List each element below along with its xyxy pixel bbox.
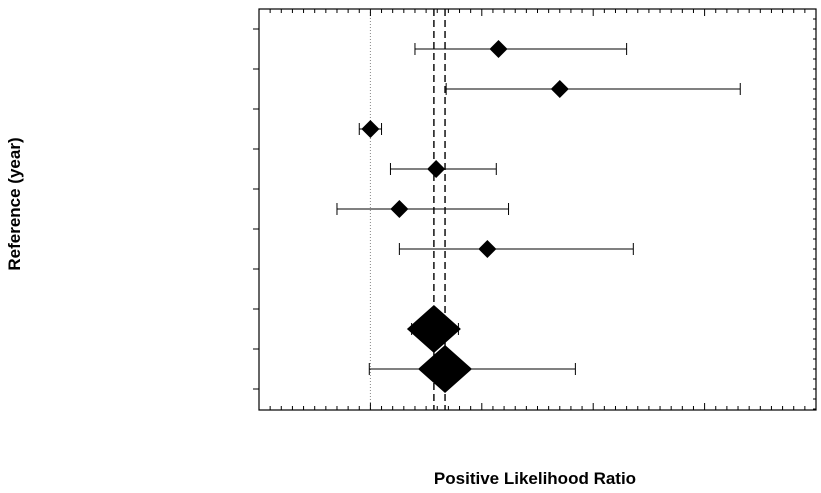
- study-row-estimate-marker: [361, 120, 380, 138]
- study-row-estimate-marker: [390, 200, 409, 218]
- x-axis-title: Positive Likelihood Ratio: [434, 469, 636, 488]
- study-row-estimate-marker: [550, 80, 569, 98]
- study-row-estimate-marker: [427, 160, 446, 178]
- plot-area: [253, 8, 817, 411]
- pooled-row-estimate-marker: [418, 345, 473, 393]
- pooled-row-estimate-marker: [406, 305, 461, 353]
- y-axis-title: Reference (year): [5, 137, 24, 270]
- study-row-estimate-marker: [478, 240, 497, 258]
- study-row-estimate-marker: [489, 40, 508, 58]
